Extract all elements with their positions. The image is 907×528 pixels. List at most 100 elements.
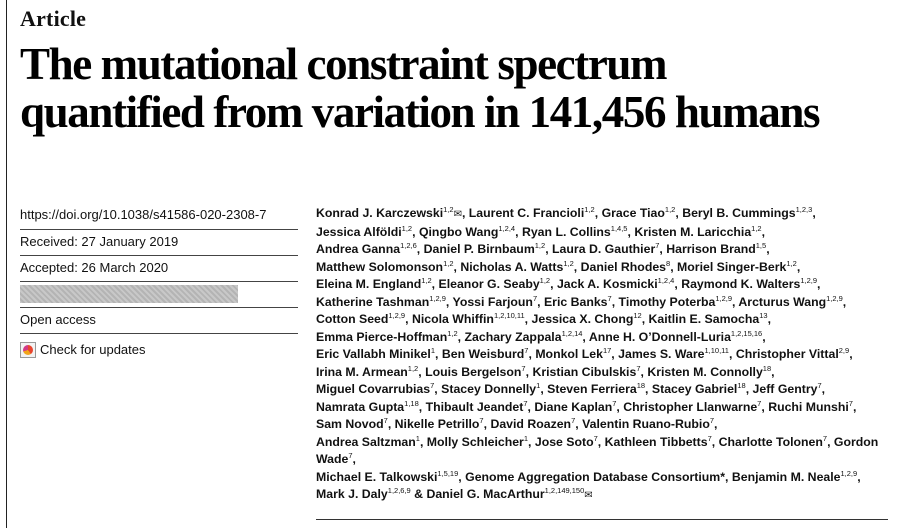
email-envelope-icon[interactable]: ✉ xyxy=(584,490,593,501)
author-name[interactable]: Stacey Gabriel xyxy=(651,382,738,396)
author-name[interactable]: Daniel Rhodes xyxy=(580,259,667,274)
author-name[interactable]: Christopher Llanwarne xyxy=(623,399,758,414)
author-name[interactable]: James S. Ware xyxy=(618,347,705,361)
article-title: The mutational constraint spectrum quant… xyxy=(20,40,900,136)
author-name[interactable]: Miguel Covarrubias xyxy=(316,382,431,396)
check-for-updates-button[interactable]: Check for updates xyxy=(20,333,298,361)
author-name[interactable]: Kathleen Tibbetts xyxy=(604,434,708,449)
author-name[interactable]: Katherine Tashman xyxy=(316,294,430,309)
author-name[interactable]: Namrata Gupta xyxy=(316,399,405,414)
author-name[interactable]: Raymond K. Walters xyxy=(681,277,801,291)
author-name[interactable]: Jessica Alföldi xyxy=(316,224,402,239)
author-name[interactable]: Benjamin M. Neale xyxy=(731,469,841,484)
author-affiliation-marker: 7 xyxy=(571,416,576,425)
author-name[interactable]: Christopher Vittal xyxy=(735,347,839,361)
doi-link[interactable]: https://doi.org/10.1038/s41586-020-2308-… xyxy=(20,207,267,222)
author-name[interactable]: Moriel Singer-Berk xyxy=(677,259,787,274)
author-name[interactable]: Zachary Zappala xyxy=(464,329,562,344)
author-name[interactable]: Nicola Whiffin xyxy=(411,312,494,326)
author-name[interactable]: Eric Banks xyxy=(543,294,608,309)
author-name[interactable]: Nicholas A. Watts xyxy=(460,259,564,274)
author-name[interactable]: Daniel P. Birnbaum xyxy=(423,242,535,256)
author-affiliation-marker: 7 xyxy=(521,363,526,373)
article-metadata: https://doi.org/10.1038/s41586-020-2308-… xyxy=(20,203,298,361)
received-date: Received: 27 January 2019 xyxy=(20,229,298,255)
author-name[interactable]: Steven Ferriera xyxy=(547,382,637,396)
author-name[interactable]: Kristen M. Laricchia xyxy=(634,224,752,239)
author-affiliation-marker: 1,2 xyxy=(401,223,413,233)
author-name[interactable]: Cotton Seed xyxy=(316,312,389,326)
author-name[interactable]: Harrison Brand xyxy=(666,242,756,256)
author-name[interactable]: Beryl B. Cummings xyxy=(682,206,796,220)
author-name[interactable]: Andrea Ganna xyxy=(316,242,401,256)
author-affiliation-marker: 7 xyxy=(848,398,853,408)
author-name[interactable]: David Roazen xyxy=(490,417,572,431)
author-name[interactable]: Thibault Jeandet xyxy=(425,399,524,414)
author-affiliation-marker: 1,2,3 xyxy=(795,205,813,214)
author-affiliation-marker: 1,2 xyxy=(584,205,595,214)
author-name[interactable]: Ryan L. Collins xyxy=(521,224,611,239)
redaction-bar xyxy=(20,285,238,303)
article-type-label: Article xyxy=(20,6,87,31)
author-name[interactable]: Molly Schleicher xyxy=(426,434,524,449)
author-affiliation-marker: 1,5 xyxy=(755,241,767,250)
author-affiliation-marker: 1,2,9 xyxy=(388,311,406,320)
author-name[interactable]: Emma Pierce-Hoffman xyxy=(316,329,448,344)
check-for-updates-label: Check for updates xyxy=(40,341,146,357)
author-name[interactable]: Kristen M. Connolly xyxy=(647,364,763,379)
author-name[interactable]: Ben Weisburd xyxy=(441,347,525,361)
author-name[interactable]: Kristian Cibulskis xyxy=(532,364,637,379)
author-affiliation-marker: 7 xyxy=(479,416,484,425)
author-affiliation-marker: 7 xyxy=(636,363,641,373)
author-affiliation-marker: 1,2,9 xyxy=(800,276,818,285)
author-list: Konrad J. Karczewski1,2✉, Laurent C. Fra… xyxy=(316,205,879,501)
author-affiliation-marker: 13 xyxy=(759,311,768,320)
author-name[interactable]: Arcturus Wang xyxy=(738,294,827,309)
author-name[interactable]: Andrea Saltzman xyxy=(316,434,416,449)
author-affiliation-marker: 7 xyxy=(817,381,822,390)
author-name[interactable]: Irina M. Armean xyxy=(316,364,408,379)
author-name[interactable]: Yossi Farjoun xyxy=(452,294,533,309)
author-name[interactable]: Nikelle Petrillo xyxy=(394,417,480,431)
author-name[interactable]: Timothy Poterba xyxy=(618,294,716,309)
author-name[interactable]: Eleanor G. Seaby xyxy=(438,277,540,291)
author-name[interactable]: Sam Novod xyxy=(316,417,384,431)
accepted-date: Accepted: 26 March 2020 xyxy=(20,255,298,281)
author-name[interactable]: Jack A. Kosmicki xyxy=(556,277,658,291)
author-name[interactable]: Mark J. Daly xyxy=(316,487,388,501)
author-name[interactable]: Monkol Lek xyxy=(535,347,603,361)
author-name[interactable]: Eleina M. England xyxy=(316,277,422,291)
author-name[interactable]: Louis Bergelson xyxy=(425,364,522,379)
author-affiliation-marker: 1,2,149,150 xyxy=(544,486,585,495)
author-name[interactable]: Laura D. Gauthier xyxy=(552,242,656,256)
author-name[interactable]: Eric Vallabh Minikel xyxy=(316,347,431,361)
author-name[interactable]: Jose Soto xyxy=(534,434,594,449)
author-name[interactable]: Valentin Ruano-Rubio xyxy=(582,417,710,431)
author-name[interactable]: Diane Kaplan xyxy=(534,399,613,414)
author-name[interactable]: Qingbo Wang xyxy=(418,224,499,239)
author-name[interactable]: Michael E. Talkowski xyxy=(316,469,438,484)
author-name[interactable]: Konrad J. Karczewski xyxy=(316,206,444,220)
author-affiliation-marker: 1,2,15,16 xyxy=(730,328,763,338)
email-envelope-icon[interactable]: ✉ xyxy=(453,209,462,220)
author-name[interactable]: Genome Aggregation Database Consortium* xyxy=(465,469,725,484)
author-name[interactable]: Stacey Donnelly xyxy=(441,382,537,396)
author-affiliation-marker: 1,2 xyxy=(534,241,546,250)
author-name[interactable]: Anne H. O’Donnell-Luria xyxy=(588,329,731,344)
author-name[interactable]: Charlotte Tolonen xyxy=(718,434,823,449)
author-affiliation-marker: 1,2 xyxy=(447,328,458,338)
author-name[interactable]: Daniel G. MacArthur xyxy=(426,487,545,501)
author-name[interactable]: Matthew Solomonson xyxy=(316,259,444,274)
author-name[interactable]: Grace Tiao xyxy=(601,206,665,220)
open-access-label: Open access xyxy=(20,307,298,333)
author-name[interactable]: Kaitlin E. Samocha xyxy=(648,312,760,326)
author-name[interactable]: Jeff Gentry xyxy=(752,382,818,396)
author-name[interactable]: Gordon Wade xyxy=(316,434,879,467)
author-affiliation-marker: 1,2 xyxy=(421,276,432,285)
author-affiliation-marker: 1,2,9 xyxy=(826,293,843,303)
author-affiliation-marker: 1,2 xyxy=(407,363,419,373)
author-name[interactable]: Ruchi Munshi xyxy=(768,399,849,414)
author-name[interactable]: Laurent C. Francioli xyxy=(468,206,585,220)
author-affiliation-marker: 7 xyxy=(524,346,529,355)
author-name[interactable]: Jessica X. Chong xyxy=(531,312,634,326)
